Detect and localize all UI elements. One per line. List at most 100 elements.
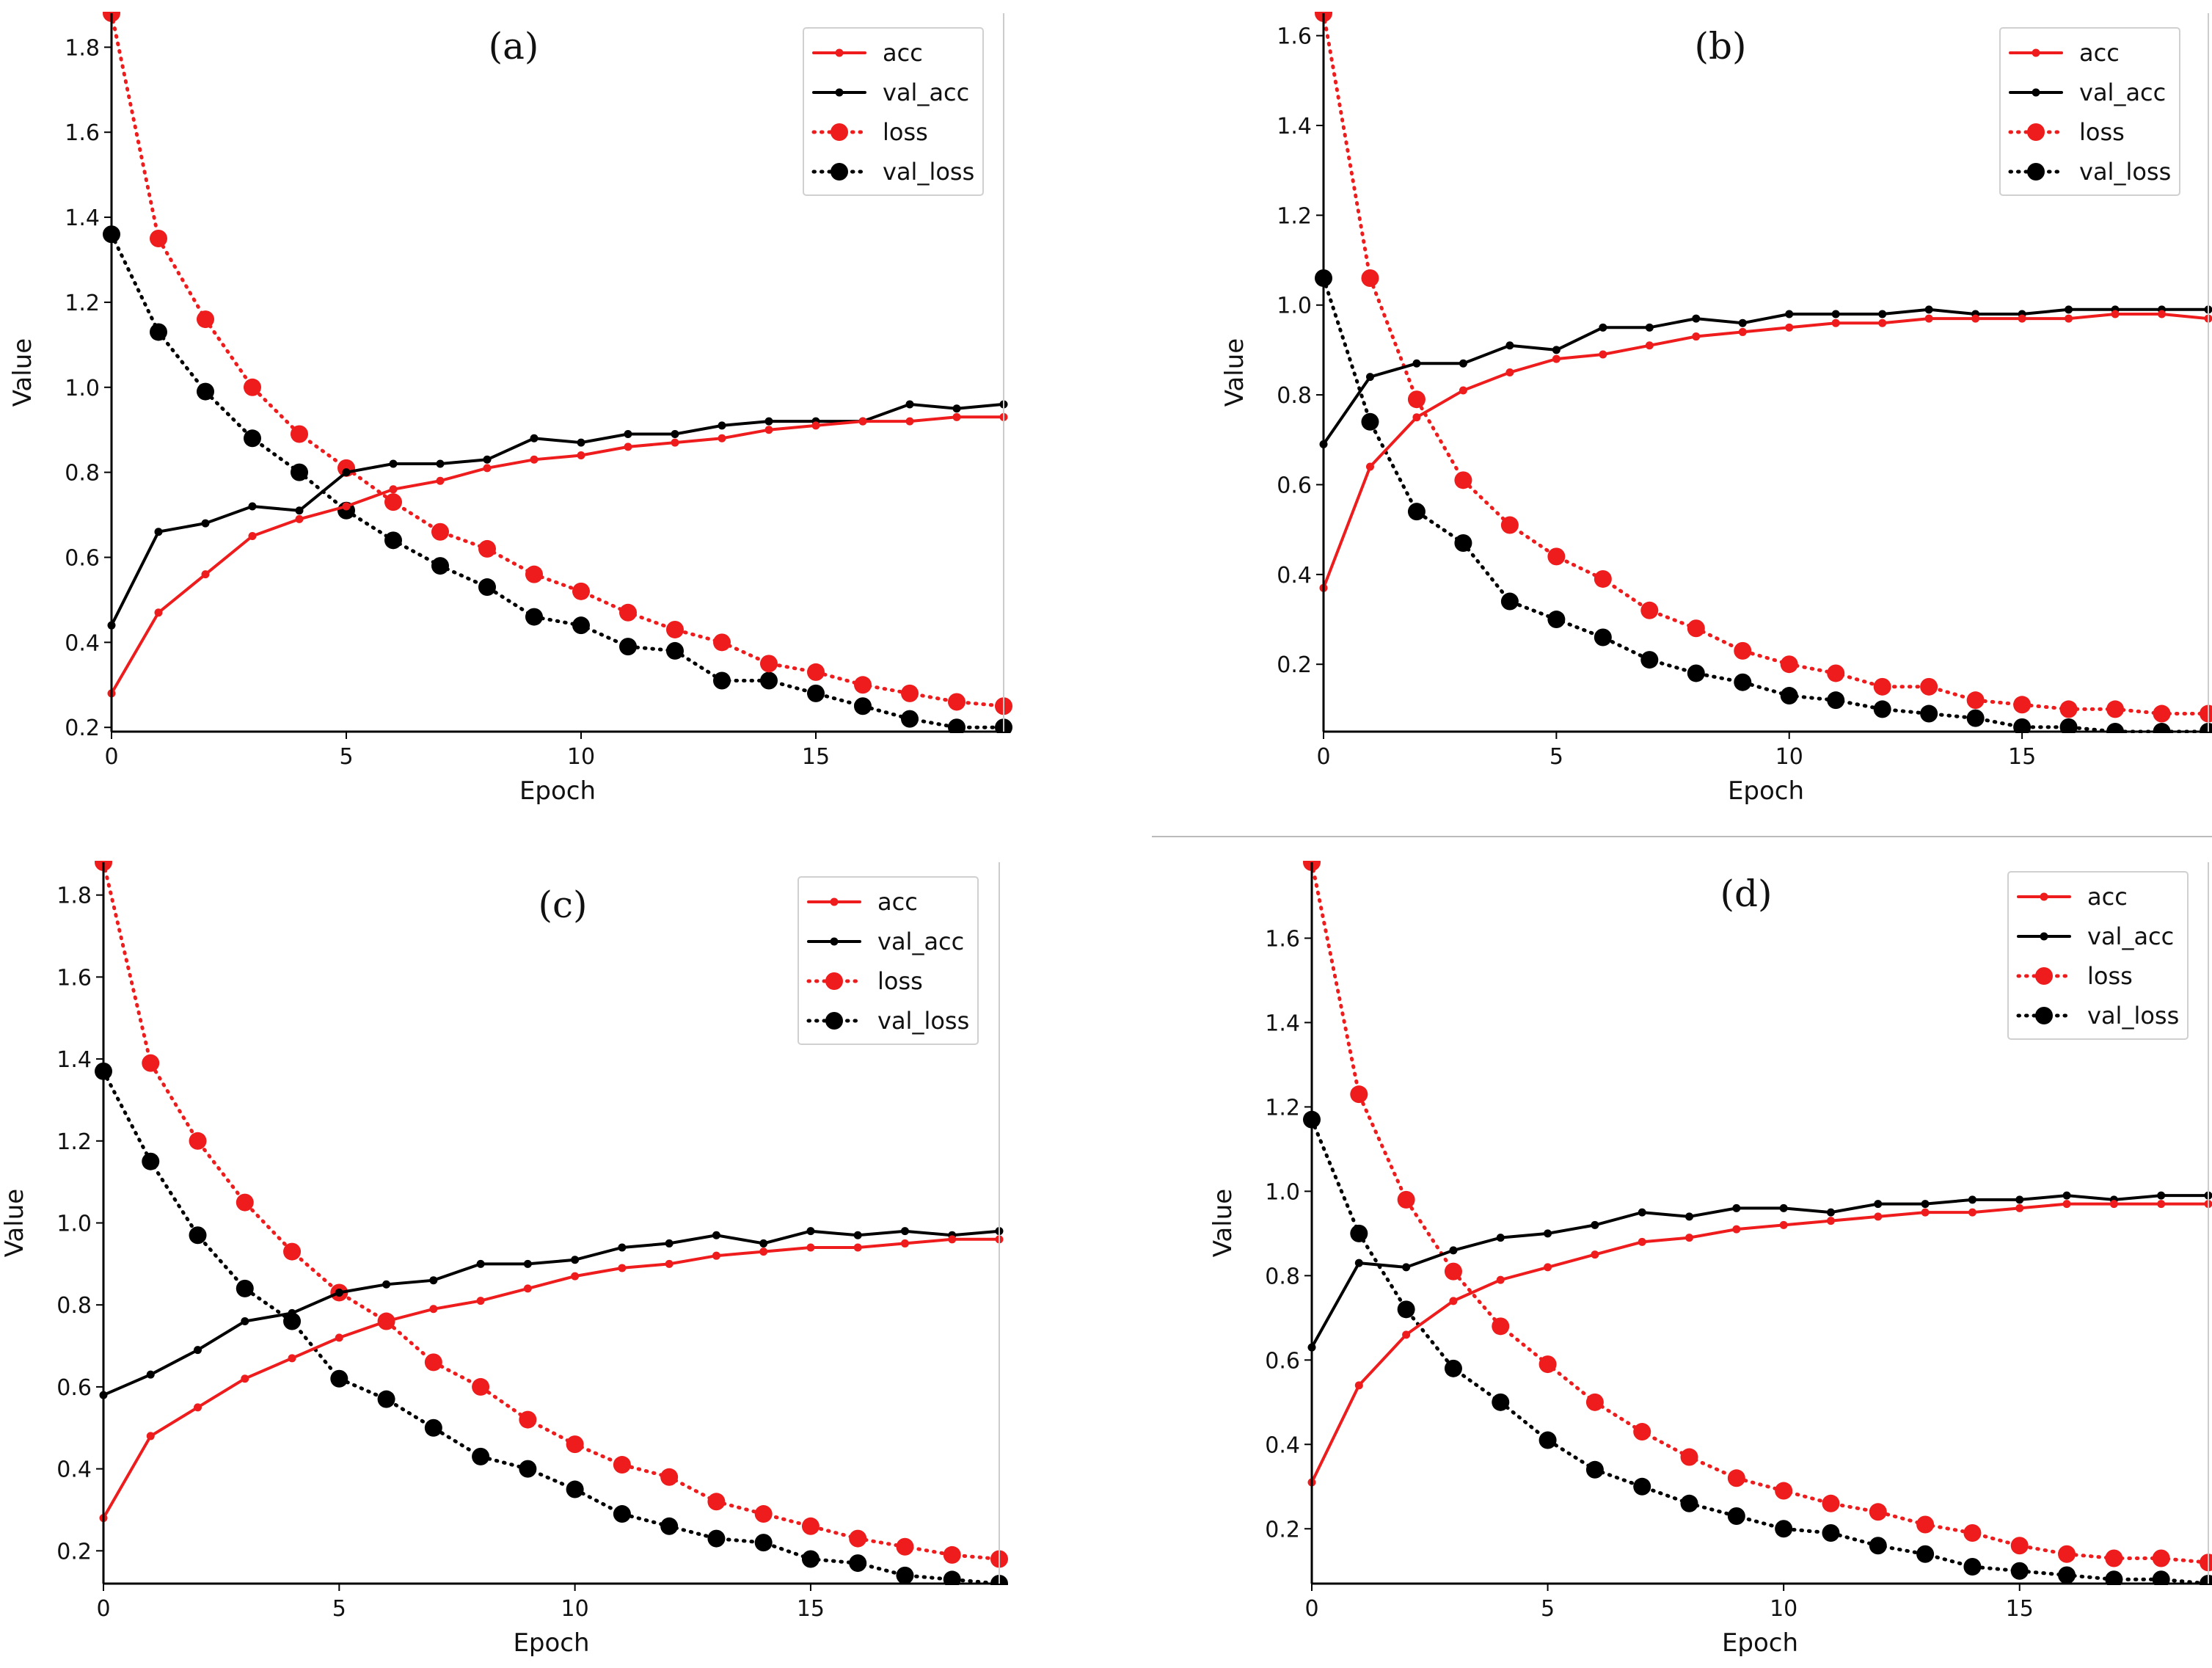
point-val-acc (2015, 1195, 2024, 1204)
x-tick-label: 10 (1775, 744, 1803, 770)
legend-label-acc: acc (2079, 39, 2120, 67)
point-val-loss (2059, 718, 2078, 733)
point-val-loss (2013, 718, 2032, 733)
y-tick-label: 0.4 (56, 1457, 92, 1483)
panel-label: (a) (489, 25, 539, 68)
point-val-loss (1407, 503, 1426, 521)
point-acc (429, 1305, 438, 1314)
y-tick-label: 0.8 (1277, 383, 1312, 409)
point-val-loss (2058, 1566, 2076, 1584)
point-loss (1594, 569, 1612, 588)
x-axis-label: Epoch (1722, 1628, 1798, 1658)
point-val-loss (478, 578, 496, 597)
point-val-acc (429, 1276, 438, 1285)
point-acc (858, 417, 867, 426)
point-val-acc (194, 1346, 202, 1355)
point-val-acc (718, 421, 726, 430)
point-val-acc (1692, 314, 1701, 323)
point-acc (1645, 341, 1654, 350)
series-line-acc (1322, 313, 2210, 590)
legend-label-loss: loss (883, 118, 928, 146)
point-val-loss (1780, 687, 1798, 705)
point-loss (1407, 390, 1426, 409)
y-tick-label: 1.0 (56, 1212, 92, 1237)
point-loss (142, 1054, 160, 1072)
y-tick-label: 1.2 (1265, 1095, 1300, 1121)
point-val-loss (2105, 1570, 2123, 1585)
point-acc (335, 1333, 343, 1342)
point-acc (2109, 1200, 2118, 1209)
y-tick-label: 0.4 (1277, 563, 1312, 589)
x-axis-label: Epoch (1728, 776, 1804, 806)
point-acc (1874, 1212, 1883, 1221)
point-loss (1492, 1317, 1510, 1336)
point-val-acc (1738, 318, 1747, 327)
point-acc (1779, 1220, 1788, 1229)
series-line-acc (102, 1237, 1001, 1520)
x-tick-label: 0 (1304, 1596, 1318, 1622)
point-val-loss (1966, 709, 1985, 727)
point-acc (241, 1374, 249, 1383)
series-line-val-acc (1322, 307, 2210, 446)
point-val-loss (666, 641, 684, 660)
point-acc (1921, 1208, 1930, 1217)
point-val-loss (519, 1460, 537, 1478)
plot-area (95, 861, 1008, 1585)
point-acc (671, 438, 679, 447)
point-val-acc (382, 1280, 391, 1289)
series-line-acc (1310, 1202, 2210, 1484)
legend-marker-val-acc (2032, 88, 2040, 97)
point-loss (801, 1517, 820, 1535)
point-loss (754, 1505, 773, 1523)
point-val-acc (952, 404, 961, 413)
legend-marker-acc (2040, 892, 2048, 901)
point-val-loss (1454, 534, 1472, 553)
legend-label-acc: acc (877, 888, 918, 916)
point-val-acc (146, 1370, 155, 1379)
x-tick-label: 0 (1316, 744, 1330, 770)
x-tick-label: 5 (332, 1596, 346, 1622)
point-val-acc (1591, 1220, 1599, 1229)
y-tick-label: 1.4 (1265, 1010, 1300, 1036)
point-val-acc (764, 417, 773, 426)
point-val-acc (665, 1239, 674, 1248)
y-axis-label: Value (0, 1189, 29, 1257)
point-loss (283, 1242, 302, 1261)
point-val-acc (1412, 359, 1421, 368)
point-val-loss (1680, 1494, 1698, 1512)
point-val-acc (530, 434, 539, 443)
point-acc (806, 1243, 815, 1252)
y-tick-label: 1.0 (1277, 294, 1312, 319)
y-tick-label: 1.2 (56, 1129, 92, 1155)
point-val-acc (389, 459, 398, 468)
point-val-acc (671, 429, 679, 438)
point-val-loss (236, 1279, 254, 1297)
point-val-loss (424, 1418, 442, 1437)
point-loss (431, 522, 449, 541)
point-acc (1968, 1208, 1976, 1217)
point-acc (811, 421, 820, 430)
point-acc (248, 532, 257, 541)
point-val-loss (760, 671, 778, 690)
point-acc (154, 608, 163, 617)
point-acc (1685, 1234, 1694, 1242)
point-val-acc (577, 438, 585, 447)
point-loss (1734, 641, 1752, 660)
y-axis-label: Value (8, 338, 37, 407)
point-val-acc (436, 459, 445, 468)
legend-label-val-acc: val_acc (883, 79, 969, 106)
point-val-loss (283, 1312, 302, 1330)
point-val-acc (1921, 1200, 1930, 1209)
point-loss (2152, 1549, 2170, 1567)
point-acc (948, 1235, 957, 1244)
plot-area (103, 12, 1012, 733)
point-val-acc (1645, 323, 1654, 332)
point-val-loss (1492, 1393, 1510, 1411)
point-acc (1785, 323, 1794, 332)
x-tick-label: 15 (2008, 744, 2036, 770)
point-val-acc (1459, 359, 1467, 368)
y-tick-label: 0.6 (1277, 473, 1312, 498)
point-val-acc (1599, 323, 1607, 332)
